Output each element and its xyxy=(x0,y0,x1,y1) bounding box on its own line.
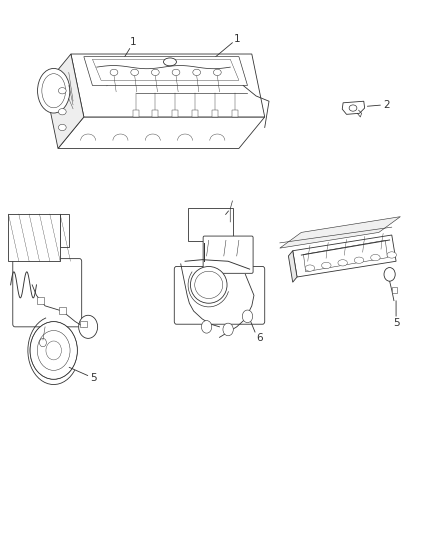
Ellipse shape xyxy=(58,87,66,94)
FancyBboxPatch shape xyxy=(13,259,81,327)
Ellipse shape xyxy=(151,69,159,76)
Ellipse shape xyxy=(353,257,363,263)
FancyBboxPatch shape xyxy=(203,236,253,273)
Ellipse shape xyxy=(172,69,180,76)
Circle shape xyxy=(78,316,97,338)
Circle shape xyxy=(223,323,233,336)
Text: 2: 2 xyxy=(382,100,389,110)
Polygon shape xyxy=(71,54,264,117)
Bar xyxy=(152,110,158,117)
Ellipse shape xyxy=(38,68,70,113)
Ellipse shape xyxy=(58,109,66,115)
Bar xyxy=(211,110,217,117)
Ellipse shape xyxy=(386,252,396,258)
Bar xyxy=(80,320,87,327)
Text: 5: 5 xyxy=(392,318,399,328)
Bar xyxy=(391,287,396,293)
Bar xyxy=(191,110,198,117)
Circle shape xyxy=(201,320,211,333)
Ellipse shape xyxy=(192,69,200,76)
FancyBboxPatch shape xyxy=(174,266,264,324)
Polygon shape xyxy=(45,54,84,149)
Circle shape xyxy=(383,268,394,281)
Ellipse shape xyxy=(131,69,138,76)
Bar xyxy=(8,214,60,261)
Text: 6: 6 xyxy=(255,333,262,343)
FancyBboxPatch shape xyxy=(188,208,233,241)
Ellipse shape xyxy=(213,69,221,76)
Bar xyxy=(132,110,138,117)
Polygon shape xyxy=(279,216,399,248)
Bar xyxy=(231,110,237,117)
Polygon shape xyxy=(292,235,395,277)
Circle shape xyxy=(30,321,77,379)
Text: 5: 5 xyxy=(90,373,96,383)
Ellipse shape xyxy=(58,124,66,131)
Ellipse shape xyxy=(304,265,314,271)
Bar xyxy=(59,308,66,314)
Ellipse shape xyxy=(321,262,330,269)
Text: 1: 1 xyxy=(233,34,240,44)
Ellipse shape xyxy=(110,69,117,76)
Polygon shape xyxy=(84,56,247,85)
Polygon shape xyxy=(288,251,297,282)
Bar xyxy=(37,297,44,304)
Polygon shape xyxy=(342,101,364,115)
Ellipse shape xyxy=(370,254,379,261)
Ellipse shape xyxy=(190,266,226,303)
Ellipse shape xyxy=(337,260,346,266)
Ellipse shape xyxy=(163,58,176,66)
Bar xyxy=(172,110,178,117)
Circle shape xyxy=(242,310,252,322)
Text: 1: 1 xyxy=(130,37,136,47)
Polygon shape xyxy=(60,214,69,247)
